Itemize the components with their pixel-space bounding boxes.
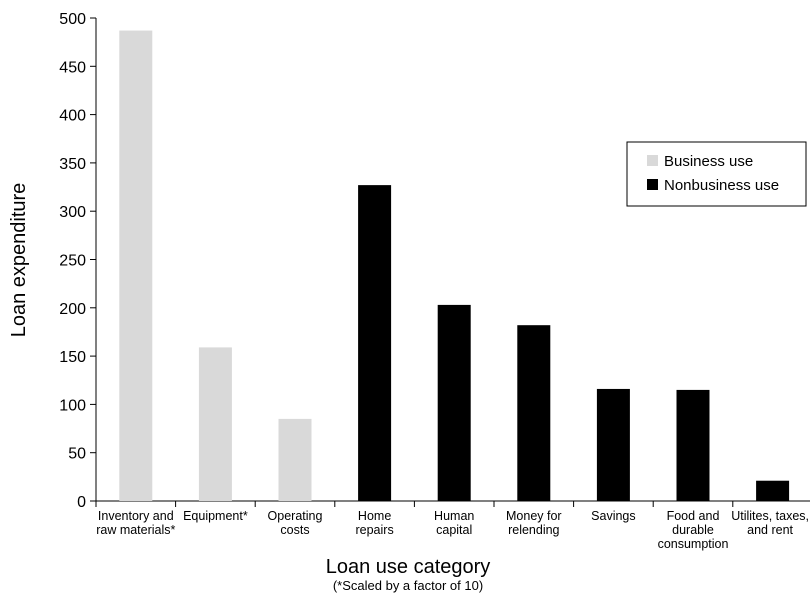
legend-label-nonbusiness: Nonbusiness use	[664, 177, 779, 194]
legend: Business use Nonbusiness use	[626, 141, 807, 207]
x-axis-label: Loan use category	[326, 556, 491, 578]
x-tick-label: Utilites, taxes, and rent	[731, 509, 809, 537]
y-axis: 0 50 100 150 200 250 300 350 400 450 500	[59, 11, 97, 511]
bar	[756, 480, 790, 501]
y-tick-label: 450	[59, 59, 86, 76]
x-tick-label: Equipment*	[183, 509, 248, 523]
bar	[517, 325, 551, 501]
bar	[437, 304, 471, 501]
x-tick-label-line: Operating	[268, 509, 323, 523]
x-tick-label-line: costs	[280, 523, 309, 537]
x-tick-labels: Inventory and raw materials* Equipment* Ope…	[96, 509, 809, 551]
x-tick-label: Human capital	[434, 509, 474, 537]
bar	[358, 185, 392, 502]
y-axis-label: Loan expenditure	[8, 183, 30, 338]
x-tick-label-line: Savings	[591, 509, 635, 523]
x-tick-label: Money for relending	[506, 509, 562, 537]
x-tick-label-line: and rent	[747, 523, 793, 537]
x-tick-label-line: Utilites, taxes,	[731, 509, 809, 523]
x-tick-label-line: durable	[672, 523, 714, 537]
x-tick-label-line: Home	[358, 509, 391, 523]
y-tick-label: 200	[59, 301, 86, 318]
y-tick-label: 400	[59, 108, 86, 125]
legend-frame	[626, 141, 807, 207]
x-tick-label-line: Equipment*	[183, 509, 248, 523]
y-tick-label: 50	[68, 446, 86, 463]
x-tick-label-line: Food and	[667, 509, 720, 523]
y-tick-label: 350	[59, 156, 86, 173]
x-tick-label-line: repairs	[355, 523, 393, 537]
x-tick-label-line: Inventory and	[98, 509, 174, 523]
legend-swatch-nonbusiness	[647, 179, 658, 190]
y-tick-label: 0	[77, 494, 86, 511]
bar	[119, 30, 153, 501]
bar	[198, 347, 232, 501]
x-tick-label-line: consumption	[658, 537, 729, 551]
legend-swatch-business	[647, 155, 658, 166]
legend-label-business: Business use	[664, 153, 753, 170]
bar	[676, 389, 710, 501]
y-tick-label: 500	[59, 11, 86, 28]
y-tick-label: 250	[59, 253, 86, 270]
x-tick-label: Inventory and raw materials*	[96, 509, 175, 537]
y-tick-label: 300	[59, 204, 86, 221]
x-tick-label: Home repairs	[355, 509, 393, 537]
x-axis-note: (*Scaled by a factor of 10)	[333, 578, 483, 593]
x-tick-label: Savings	[591, 509, 635, 523]
x-axis	[95, 500, 810, 507]
y-tick-label: 100	[59, 397, 86, 414]
y-tick-label: 150	[59, 349, 86, 366]
x-tick-label-line: Human	[434, 509, 474, 523]
bar	[596, 388, 630, 501]
x-tick-label: Food and durable consumption	[658, 509, 729, 551]
x-tick-label-line: capital	[436, 523, 472, 537]
x-tick-label: Operating costs	[268, 509, 323, 537]
x-tick-label-line: raw materials*	[96, 523, 175, 537]
bars	[119, 30, 790, 502]
x-tick-label-line: Money for	[506, 509, 562, 523]
bar	[278, 418, 312, 501]
x-tick-label-line: relending	[508, 523, 559, 537]
